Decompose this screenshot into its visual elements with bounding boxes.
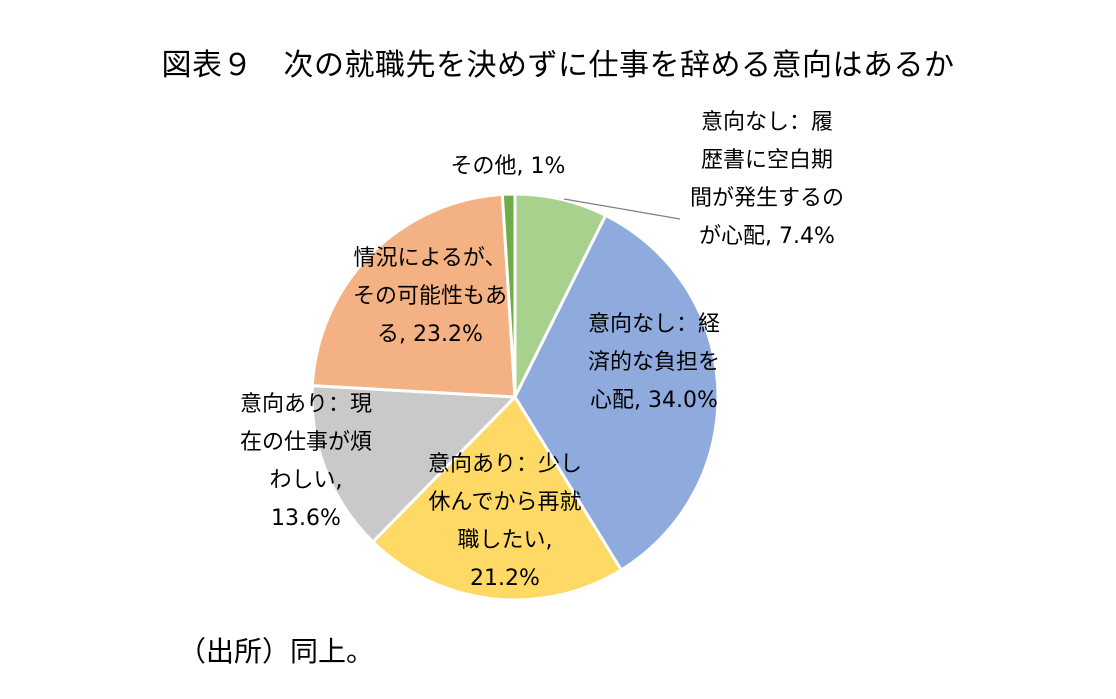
slice-label-depends-on-situation: 情況によるが、 その可能性もあ る, 23.2% [352,246,507,347]
slice-label-resume-gap: 意向なし：履 歴書に空白期 間が発生するの が心配, 7.4% [689,110,844,249]
pie-slice-depends-on-situation [310,192,517,399]
leader-line [563,198,681,220]
chart-title: 図表９ 次の就職先を決めずに仕事を辞める意向はあるか [161,48,955,83]
pie-slice-other [500,192,517,399]
pie-slice-rest-then-rejob [371,395,623,602]
slice-label-other: その他, 1% [450,154,566,179]
source-note: （出所）同上。 [178,635,375,668]
pie-slice-job-bothersome [310,384,517,544]
slice-label-rest-then-rejob: 意向あり：少し 休んでから再就 職したい, 21.2% [427,452,582,591]
pie-slice-financial-burden [513,213,720,572]
slice-label-job-bothersome: 意向あり：現 在の仕事が煩 わしい, 13.6% [239,392,372,531]
slice-label-financial-burden: 意向なし：経 済的な負担を 心配, 34.0% [587,312,720,413]
